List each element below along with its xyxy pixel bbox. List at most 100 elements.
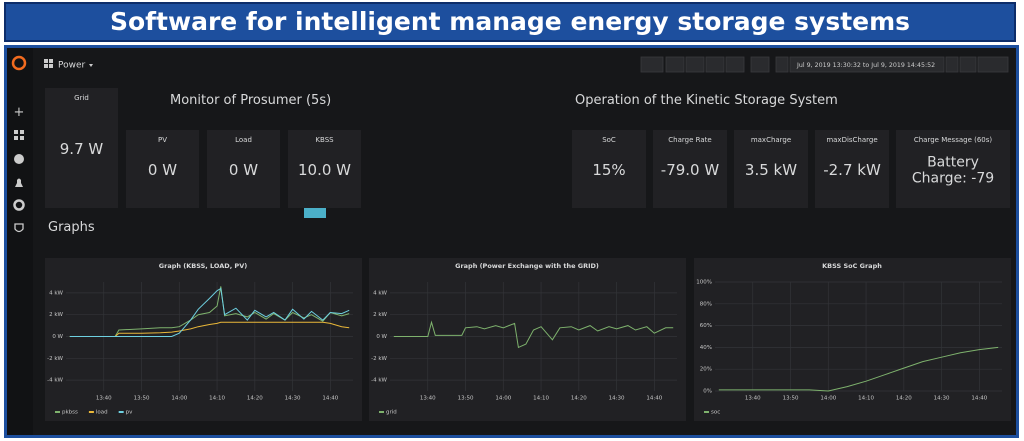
graph-title: Graph (KBSS, LOAD, PV) [159,262,247,270]
stat-panel: KBSS 10.0 W [288,130,361,208]
caret [89,64,93,67]
x-tick-label: 14:30 [934,396,950,402]
x-tick-label: 14:20 [571,396,587,402]
x-tick-label: 14:10 [858,396,874,402]
stat-title: maxCharge [750,136,792,144]
kbss-marker [304,207,326,218]
x-tick-label: 13:50 [134,396,150,402]
x-tick-label: 14:20 [247,396,263,402]
stat-title: KBSS [315,136,334,144]
y-tick-label: 2 kW [49,312,63,318]
y-tick-label: -4 kW [47,378,63,384]
legend-label: grid [386,410,397,416]
legend-label: soc [711,410,720,416]
stat-panel: PV 0 W [126,130,199,208]
dashboard-picker[interactable]: Power [58,61,86,71]
x-tick-label: 14:30 [285,396,301,402]
panel-bg [694,258,1011,421]
y-tick-label: -2 kW [47,356,63,362]
x-tick-label: 13:50 [458,396,474,402]
legend-swatch [55,411,60,413]
x-tick-label: 14:10 [209,396,225,402]
time-range[interactable]: Jul 9, 2019 13:30:32 to Jul 9, 2019 14:4… [796,62,935,69]
x-tick-label: 13:40 [745,396,761,402]
stat-value: 0 W [228,160,259,179]
legend-label: pkbss [62,410,78,416]
legend-label: pv [126,410,133,416]
y-tick-label: 2 kW [373,312,387,318]
logo[interactable] [11,55,27,71]
dashboards-icon[interactable] [14,130,24,140]
y-tick-label: -4 kW [371,378,387,384]
banner-title: Software for intelligent manage energy s… [4,2,1016,42]
y-tick-label: 4 kW [373,290,387,296]
stat-value: 10.0 W [298,160,351,179]
stat-panel: Charge Rate -79.0 W [653,130,727,208]
y-tick-label: -2 kW [371,356,387,362]
series-line [393,320,674,349]
stat-value: Battery Charge: -79 [911,154,995,187]
stat-value: 0 W [147,160,178,179]
y-tick-label: 60% [700,323,712,329]
stat-title: PV [157,136,167,144]
stat-panel: Load 0 W [207,130,280,208]
toolbar-buttons[interactable] [640,56,1009,73]
legend-swatch [118,411,124,413]
stat-panel: maxCharge 3.5 kW [734,130,808,208]
y-tick-label: 80% [700,301,712,307]
graph-panel: Graph (KBSS, LOAD, PV) 4 kW 2 kW 0 W -2 kW -4… [45,258,362,421]
stat-title: Load [235,136,252,144]
series-line [69,321,350,337]
series-line [718,346,999,392]
x-tick-label: 14:40 [322,396,338,402]
y-tick-label: 4 kW [49,290,63,296]
stat-value: -2.7 kW [823,160,881,179]
stat-value: 9.7 W [59,139,104,158]
row-title: Operation of the Kinetic Storage System [575,93,838,108]
y-tick-label: 40% [700,345,712,351]
legend-swatch [379,411,384,413]
alert-icon[interactable] [15,178,23,188]
legend-label: load [96,410,108,416]
legend-swatch [704,411,709,413]
graph-title: Graph (Power Exchange with the GRID) [455,262,599,270]
config-icon[interactable] [13,199,25,211]
row-title: Monitor of Prosumer (5s) [170,93,332,108]
graph-panel: Graph (Power Exchange with the GRID) 4 kW… [369,258,686,421]
series-line [69,287,350,337]
stat-panel: Grid 9.7 W [45,88,118,208]
graph-panel: KBSS SoC Graph 100% 80% 60% 40% 20% 0% 13:40 13:… [694,258,1011,421]
stat-value: 15% [592,160,626,179]
panel-bg [45,258,362,421]
y-tick-label: 100% [696,280,712,286]
add-icon[interactable]: + [14,105,25,120]
y-tick-label: 20% [700,367,712,373]
legend-swatch [88,411,94,413]
shield-icon[interactable] [14,223,24,233]
stat-value: 3.5 kW [744,160,798,179]
x-tick-label: 14:00 [495,396,511,402]
y-tick-label: 0 W [52,334,63,340]
x-tick-label: 14:40 [646,396,662,402]
x-tick-label: 14:20 [896,396,912,402]
stat-value: -79.0 W [660,160,720,179]
x-tick-label: 14:30 [609,396,625,402]
x-tick-label: 13:40 [96,396,112,402]
grid-icon [44,59,53,68]
stat-title: Charge Rate [668,136,712,144]
panel-bg [369,258,686,421]
graph-title: KBSS SoC Graph [822,262,882,270]
x-tick-label: 14:00 [171,396,187,402]
stat-panel: SoC 15% [572,130,646,208]
stat-panel: Charge Message (60s) Battery Charge: -79 [896,130,1010,208]
stat-title: maxDisCharge [826,136,878,144]
explore-icon[interactable] [14,154,24,164]
y-tick-label: 0% [703,389,712,395]
y-tick-label: 0 W [376,334,387,340]
stat-title: SoC [602,136,616,144]
stat-title: Charge Message (60s) [913,136,993,144]
x-tick-label: 13:50 [783,396,799,402]
row-title: Graphs [48,220,95,235]
